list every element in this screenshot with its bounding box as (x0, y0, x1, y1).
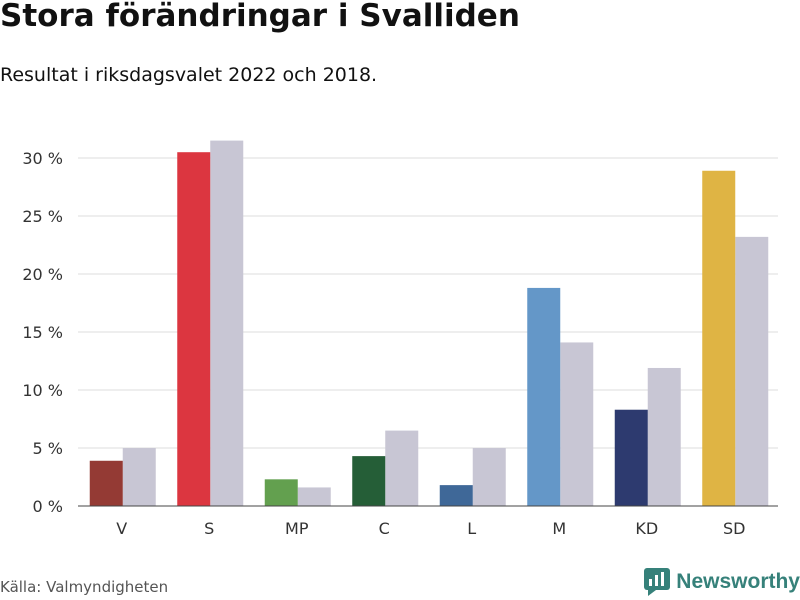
bar-2022 (264, 479, 298, 506)
x-tick-label: V (116, 519, 127, 538)
bar-2018 (735, 236, 769, 506)
x-tick-label: M (552, 519, 566, 538)
x-tick-label: MP (285, 519, 309, 538)
brand-name: Newsworthy (676, 570, 800, 593)
x-tick-label: L (467, 519, 476, 538)
bar-2018 (472, 448, 506, 506)
y-tick-label: 5 % (33, 439, 63, 458)
source-note: Källa: Valmyndigheten (0, 578, 169, 596)
y-tick-label: 30 % (22, 149, 63, 168)
y-tick-label: 20 % (22, 265, 63, 284)
chart-subtitle: Resultat i riksdagsvalet 2022 och 2018. (0, 64, 378, 86)
brand-logo: Newsworthy (644, 568, 800, 596)
x-tick-label: KD (635, 519, 658, 538)
newsworthy-logo-icon (644, 568, 671, 596)
chart-title: Stora förändringar i Svalliden (0, 0, 520, 34)
bar-2022 (527, 287, 561, 506)
bar-2018 (647, 367, 681, 506)
y-tick-label: 10 % (22, 381, 63, 400)
bar-2018 (297, 487, 331, 506)
bar-2022 (439, 485, 473, 506)
x-tick-label: S (204, 519, 214, 538)
bar-2022 (702, 170, 736, 506)
bar-2022 (352, 456, 386, 506)
y-tick-label: 15 % (22, 323, 63, 342)
x-tick-label: C (379, 519, 390, 538)
bar-2022 (614, 409, 648, 506)
bar-2022 (177, 152, 211, 506)
bar-2022 (89, 460, 123, 506)
bar-2018 (385, 430, 419, 506)
bar-2018 (122, 448, 156, 506)
bar-2018 (210, 140, 244, 506)
y-tick-label: 25 % (22, 207, 63, 226)
x-tick-label: SD (723, 519, 745, 538)
y-tick-label: 0 % (33, 497, 63, 516)
bar-chart: 0 % 5 % 10 % 15 % 20 % 25 % 30 % V S MP C L M KD SD (22, 140, 778, 538)
bar-2018 (560, 342, 594, 506)
